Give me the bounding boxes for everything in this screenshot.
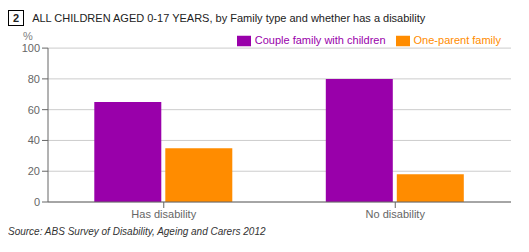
svg-text:Has disability: Has disability <box>131 208 196 220</box>
svg-text:80: 80 <box>28 73 40 85</box>
svg-text:0: 0 <box>34 196 40 208</box>
svg-text:No disability: No disability <box>366 208 426 220</box>
html-text:ALL CHILDREN AGED 0-17 YEARS,: ALL CHILDREN AGED 0-17 YEARS, by Family … <box>32 12 426 24</box>
svg-text:100: 100 <box>22 42 40 54</box>
html-text:Couple family with children: Couple family with children <box>254 34 386 46</box>
svg-text:%: % <box>23 30 33 42</box>
html-text:2: 2 <box>13 12 20 24</box>
html-text:Source: ABS Survey of Disabili: Source: ABS Survey of Disability, Ageing… <box>8 226 266 237</box>
svg-text:40: 40 <box>28 134 40 146</box>
svg-text:60: 60 <box>28 104 40 116</box>
svg-text:20: 20 <box>28 165 40 177</box>
html-text:One-parent family: One-parent family <box>413 34 501 46</box>
